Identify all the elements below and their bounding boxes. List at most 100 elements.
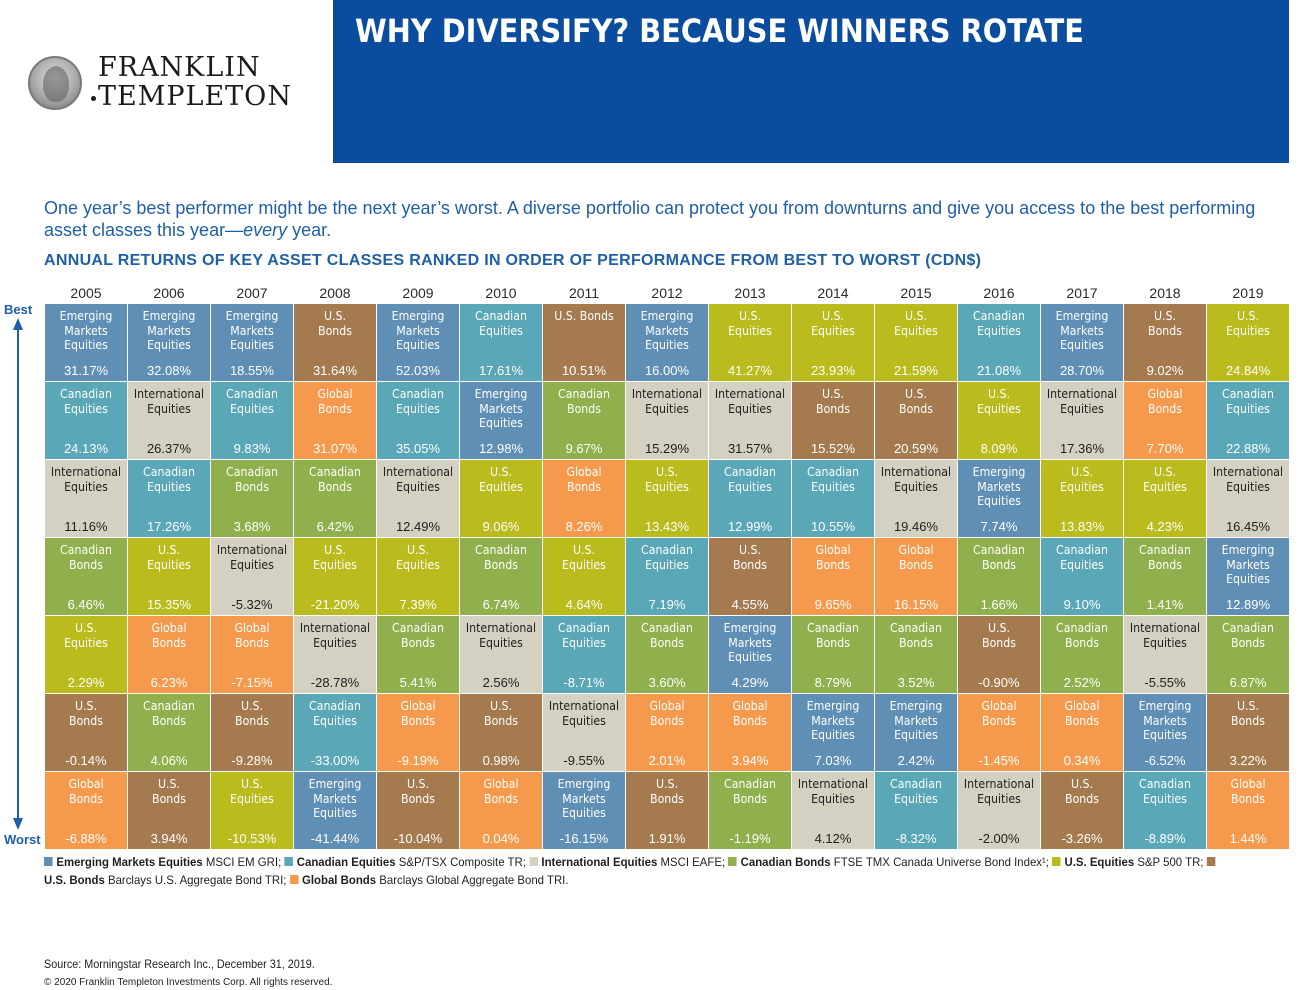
return-cell: Canadian Equities 22.88% xyxy=(1207,382,1289,459)
return-cell: International Equities 26.37% xyxy=(128,382,210,459)
asset-class-label: Canadian Equities xyxy=(1222,386,1274,416)
return-cell: Emerging Markets Equities 2.42% xyxy=(875,694,957,771)
year-label: 2006 xyxy=(153,285,185,301)
return-value: 5.41% xyxy=(399,675,437,690)
return-value: 2.01% xyxy=(648,753,686,768)
return-value: 1.66% xyxy=(980,597,1018,612)
return-value: 52.03% xyxy=(395,363,441,378)
asset-class-label: U.S. Equities xyxy=(977,386,1021,416)
legend-name: International Equities xyxy=(541,855,658,869)
asset-class-label: Canadian Bonds xyxy=(641,620,693,650)
asset-class-label: U.S. Bonds xyxy=(235,698,269,728)
return-cell: International Equities 11.16% xyxy=(45,460,127,537)
return-cell: Canadian Equities 21.08% xyxy=(958,304,1040,381)
return-value: 16.00% xyxy=(644,363,690,378)
return-cell: U.S. Bonds 31.64% xyxy=(294,304,376,381)
return-cell: U.S. Bonds 1.91% xyxy=(626,772,708,849)
return-value: -16.15% xyxy=(559,831,609,846)
return-value: 1.44% xyxy=(1229,831,1267,846)
source-note: Source: Morningstar Research Inc., Decem… xyxy=(44,957,315,971)
asset-class-label: Canadian Equities xyxy=(1139,776,1191,806)
asset-class-label: Canadian Equities xyxy=(1056,542,1108,572)
asset-class-label: International Equities xyxy=(548,698,620,728)
asset-class-label: International Equities xyxy=(1212,464,1284,494)
asset-class-label: Global Bonds xyxy=(1147,386,1183,416)
return-cell: Canadian Equities 17.61% xyxy=(460,304,542,381)
return-value: 26.37% xyxy=(146,441,192,456)
asset-class-label: Global Bonds xyxy=(815,542,851,572)
return-cell: U.S. Equities 4.64% xyxy=(543,538,625,615)
return-value: -8.71% xyxy=(563,675,605,690)
return-value: 8.09% xyxy=(980,441,1018,456)
return-value: -41.44% xyxy=(310,831,360,846)
asset-class-label: Global Bonds xyxy=(1064,698,1100,728)
return-value: 2.52% xyxy=(1063,675,1101,690)
asset-class-label: International Equities xyxy=(1129,620,1201,650)
asset-class-label: Canadian Equities xyxy=(226,386,278,416)
return-value: 21.59% xyxy=(893,363,939,378)
return-value: 0.04% xyxy=(482,831,520,846)
asset-class-label: Emerging Markets Equities xyxy=(225,308,279,352)
asset-class-label: International Equities xyxy=(133,386,205,416)
asset-class-label: Emerging Markets Equities xyxy=(391,308,445,352)
asset-class-label: Canadian Bonds xyxy=(807,620,859,650)
return-cell: Canadian Bonds -1.19% xyxy=(709,772,791,849)
asset-class-label: U.S. Equities xyxy=(1143,464,1187,494)
return-value: -10.04% xyxy=(393,831,443,846)
year-label: 2005 xyxy=(70,285,102,301)
return-value: 6.46% xyxy=(67,597,105,612)
return-value: 9.06% xyxy=(482,519,520,534)
return-cell: International Equities -2.00% xyxy=(958,772,1040,849)
asset-class-label: U.S. Equities xyxy=(645,464,689,494)
return-cell: Canadian Equities 10.55% xyxy=(792,460,874,537)
return-value: -8.32% xyxy=(895,831,937,846)
return-value: 16.45% xyxy=(1225,519,1271,534)
logo-line-1: FRANKLIN xyxy=(98,52,261,83)
return-cell: Canadian Equities 17.26% xyxy=(128,460,210,537)
return-cell: Emerging Markets Equities 7.03% xyxy=(792,694,874,771)
legend-swatch xyxy=(1206,857,1216,866)
return-value: -8.89% xyxy=(1144,831,1186,846)
return-cell: Emerging Markets Equities 31.17% xyxy=(45,304,127,381)
return-value: 23.93% xyxy=(810,363,856,378)
legend-swatch xyxy=(1052,857,1061,866)
return-cell: Emerging Markets Equities -16.15% xyxy=(543,772,625,849)
return-value: 9.83% xyxy=(233,441,271,456)
legend-item: International Equities MSCI EAFE; xyxy=(529,855,728,869)
return-cell: International Equities -5.55% xyxy=(1124,616,1206,693)
logo-line-2: TEMPLETON xyxy=(98,81,292,112)
return-value: 31.57% xyxy=(727,441,773,456)
legend-description: S&P 500 TR; xyxy=(1134,855,1207,869)
return-cell: Global Bonds 6.23% xyxy=(128,616,210,693)
year-label: 2010 xyxy=(485,285,517,301)
asset-class-label: Canadian Equities xyxy=(309,698,361,728)
return-cell: Canadian Bonds 1.66% xyxy=(958,538,1040,615)
asset-class-label: Canadian Equities xyxy=(143,464,195,494)
asset-class-label: International Equities xyxy=(299,620,371,650)
best-worst-arrow-icon xyxy=(13,318,23,830)
asset-class-label: U.S. Equities xyxy=(811,308,855,338)
return-value: -9.19% xyxy=(397,753,439,768)
asset-class-label: U.S. Equities xyxy=(396,542,440,572)
legend-description: MSCI EAFE; xyxy=(657,855,729,869)
return-value: 16.15% xyxy=(893,597,939,612)
return-cell: U.S. Equities 9.06% xyxy=(460,460,542,537)
return-value: 3.68% xyxy=(233,519,271,534)
return-cell: U.S. Bonds 10.51% xyxy=(543,304,625,381)
year-label: 2011 xyxy=(568,285,600,301)
return-value: 12.89% xyxy=(1225,597,1271,612)
return-cell: Global Bonds 0.04% xyxy=(460,772,542,849)
return-value: 2.56% xyxy=(482,675,520,690)
asset-class-label: Global Bonds xyxy=(483,776,519,806)
return-value: 13.43% xyxy=(644,519,690,534)
asset-class-label: Global Bonds xyxy=(1230,776,1266,806)
return-cell: International Equities 15.29% xyxy=(626,382,708,459)
asset-class-label: Canadian Bonds xyxy=(475,542,527,572)
axis-label-worst: Worst xyxy=(4,832,41,847)
asset-class-label: U.S. Bonds xyxy=(69,698,103,728)
asset-class-label: International Equities xyxy=(216,542,288,572)
return-value: 31.64% xyxy=(312,363,358,378)
return-cell: Canadian Bonds 8.79% xyxy=(792,616,874,693)
asset-class-label: U.S. Equities xyxy=(562,542,606,572)
legend-swatch xyxy=(44,857,53,866)
